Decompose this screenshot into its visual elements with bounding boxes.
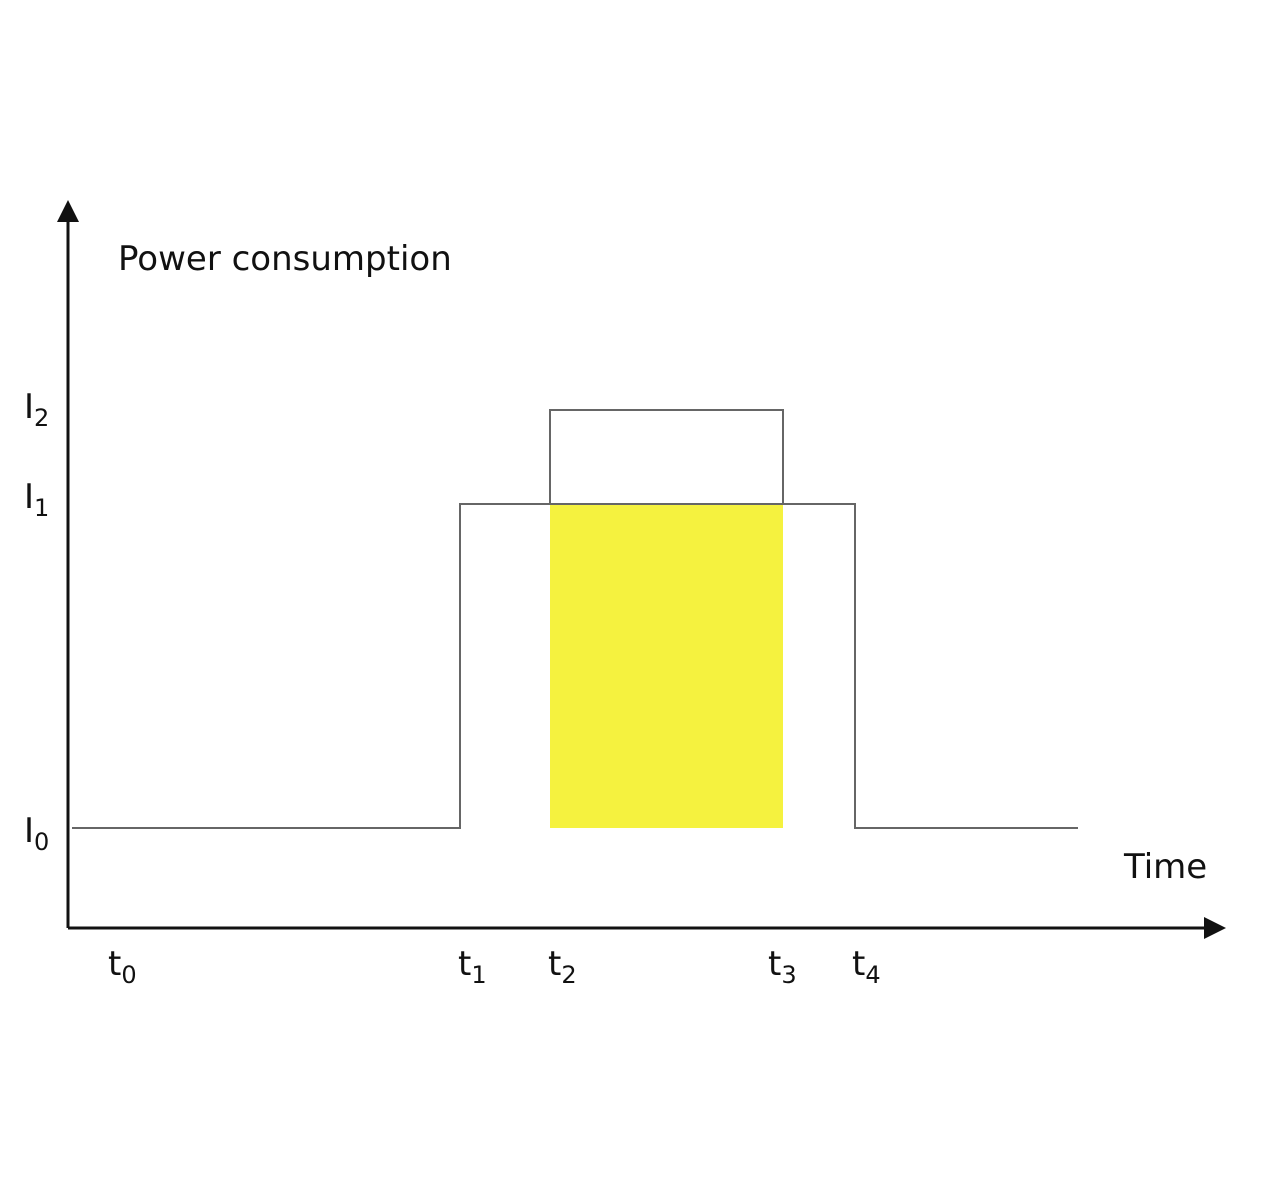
y-axis-arrow	[57, 200, 79, 222]
peak-profile	[549, 409, 784, 504]
time-label: t1	[458, 944, 487, 989]
time-label: t4	[852, 944, 881, 989]
consumption-profile	[72, 503, 1078, 829]
level-label: I1	[24, 477, 49, 522]
x-axis-label: Time	[1123, 847, 1207, 887]
level-label: I0	[24, 811, 49, 856]
y-axis-label: Power consumption	[118, 239, 452, 279]
highlight-area	[550, 504, 783, 828]
level-label: I2	[24, 387, 49, 432]
time-label: t0	[108, 944, 137, 989]
x-axis-arrow	[1204, 917, 1226, 939]
time-label: t2	[548, 944, 577, 989]
time-label: t3	[768, 944, 797, 989]
